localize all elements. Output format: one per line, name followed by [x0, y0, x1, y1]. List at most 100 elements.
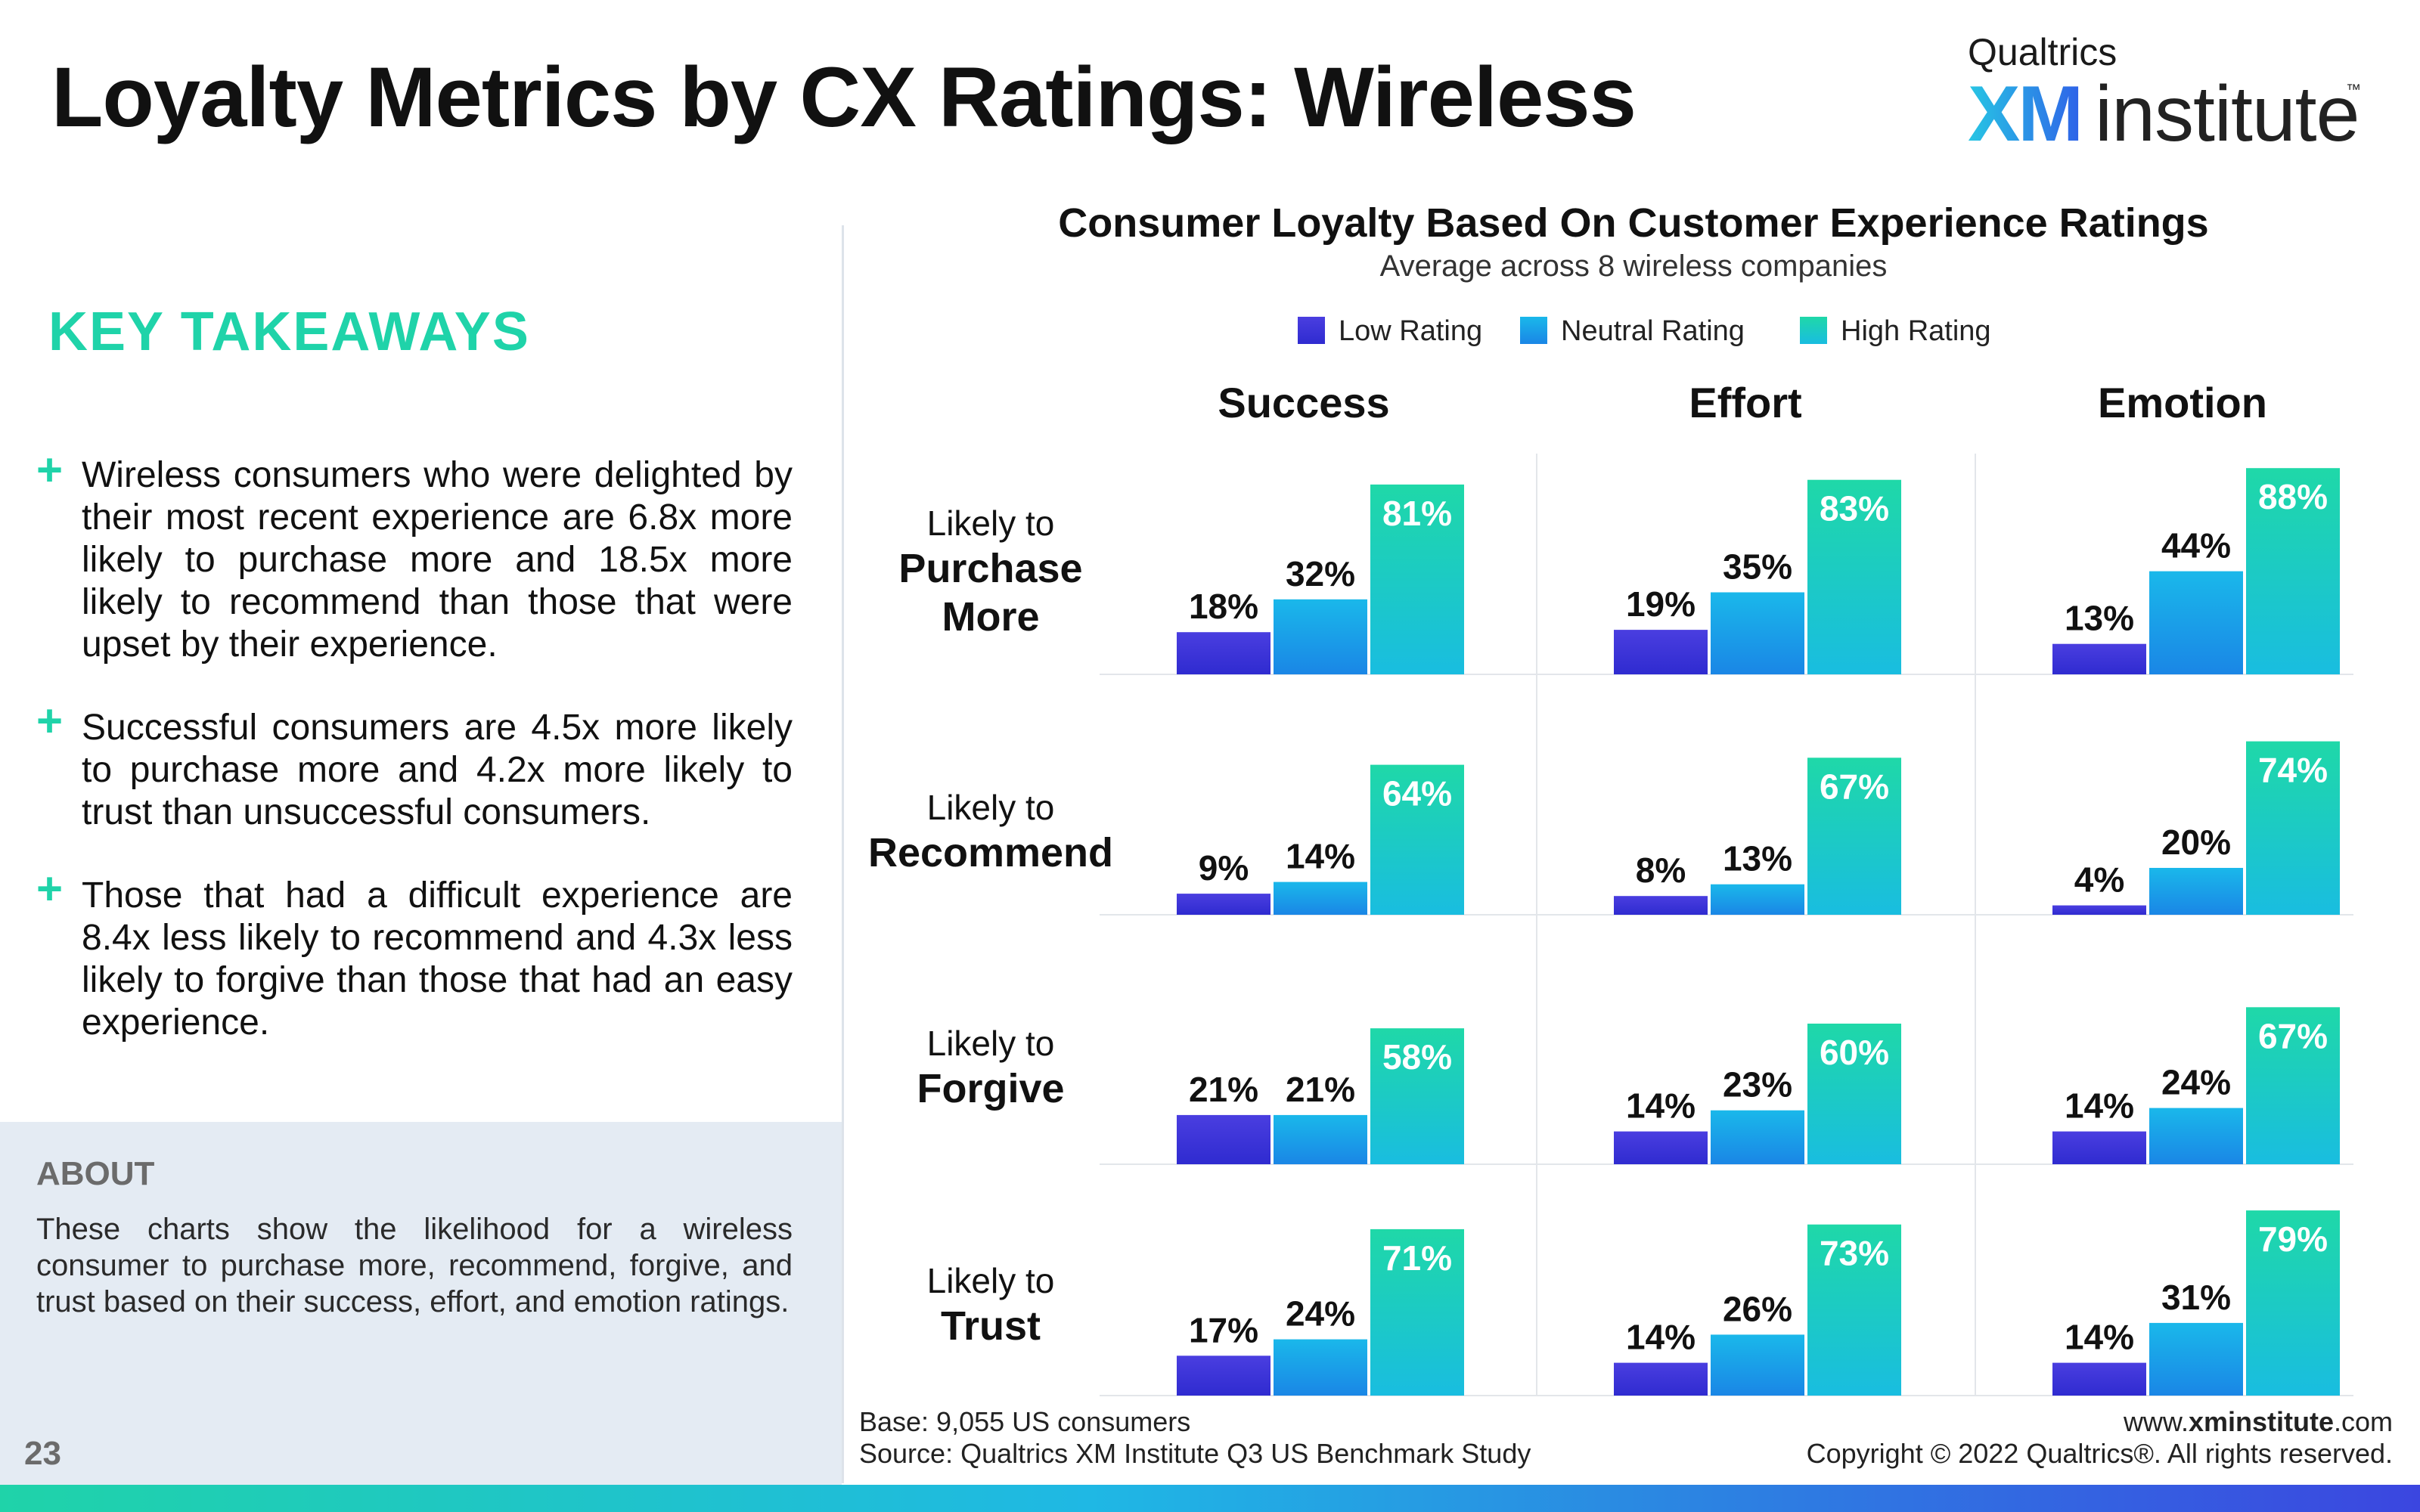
bar-low-rating — [1177, 894, 1270, 915]
bar-value-label: 19% — [1626, 584, 1696, 624]
row-label-main: More — [942, 594, 1040, 640]
url-prefix: www. — [2123, 1406, 2189, 1437]
website-link[interactable]: www.xminstitute.com — [1807, 1406, 2393, 1438]
about-panel — [0, 1122, 842, 1485]
bar-value-label: 14% — [1286, 837, 1355, 876]
bar-value-label: 64% — [1382, 774, 1452, 813]
bar-value-label: 67% — [2258, 1016, 2328, 1055]
bar-value-label: 71% — [1382, 1238, 1452, 1278]
legend-swatch-neutral — [1520, 317, 1547, 344]
bar-low-rating — [2052, 905, 2146, 915]
legend-swatch-high — [1800, 317, 1827, 344]
bar-high-rating — [1370, 764, 1464, 915]
bar-high-rating — [1807, 758, 1901, 915]
page-title: Loyalty Metrics by CX Ratings: Wireless — [51, 50, 1637, 144]
row-label-main: Recommend — [867, 830, 1114, 875]
bar-neutral-rating — [2149, 571, 2243, 674]
legend-label: High Rating — [1841, 315, 1991, 347]
row-label-recommend: Likely to Recommend — [847, 786, 1134, 877]
plus-icon: + — [36, 863, 64, 914]
bar-value-label: 18% — [1189, 587, 1258, 626]
bar-value-label: 14% — [1626, 1086, 1696, 1126]
row-label-prefix: Likely to — [926, 503, 1055, 543]
bar-neutral-rating — [2149, 1108, 2243, 1164]
bar-high-rating — [1370, 1228, 1464, 1396]
footer-copyright-block: www.xminstitute.com Copyright © 2022 Qua… — [1807, 1406, 2393, 1470]
legend-label: Low Rating — [1339, 315, 1483, 347]
bar-value-label: 44% — [2161, 526, 2231, 565]
bar-value-label: 8% — [1636, 850, 1686, 890]
bar-low-rating — [2052, 1362, 2146, 1396]
row-label-main: Forgive — [917, 1066, 1065, 1111]
bar-value-label: 58% — [1382, 1037, 1452, 1077]
row-label-purchase-more: Likely to Purchase More — [847, 502, 1134, 641]
bar-value-label: 17% — [1189, 1310, 1258, 1349]
bar-low-rating — [1614, 630, 1708, 674]
column-heading-effort: Effort — [1689, 379, 1802, 426]
base-note: Base: 9,055 US consumers — [859, 1406, 1191, 1437]
bar-value-label: 14% — [1626, 1318, 1696, 1357]
bar-high-rating — [2246, 1007, 2340, 1164]
row-label-main: Purchase — [898, 546, 1083, 591]
bar-neutral-rating — [1274, 1114, 1367, 1164]
bar-high-rating — [2246, 468, 2340, 674]
bar-neutral-rating — [2149, 868, 2243, 915]
qualtrics-xm-institute-logo: Qualtrics XM institute ™ — [1968, 30, 2361, 158]
bar-value-label: 20% — [2161, 823, 2231, 862]
bar-value-label: 21% — [1286, 1070, 1355, 1109]
bar-low-rating — [1177, 1356, 1270, 1396]
bar-value-label: 32% — [1286, 554, 1355, 593]
bar-low-rating — [2052, 643, 2146, 674]
bar-neutral-rating — [1274, 1339, 1367, 1396]
bar-high-rating — [1370, 1028, 1464, 1164]
bar-low-rating — [1614, 1362, 1708, 1396]
bar-value-label: 14% — [2065, 1318, 2134, 1357]
bar-neutral-rating — [1711, 592, 1804, 674]
bar-high-rating — [2246, 1210, 2340, 1396]
bar-high-rating — [2246, 741, 2340, 915]
bar-value-label: 67% — [1820, 767, 1889, 806]
chart-title: Consumer Loyalty Based On Customer Exper… — [1058, 200, 2209, 246]
logo-institute: institute — [2095, 70, 2360, 158]
bar-value-label: 13% — [2065, 599, 2134, 638]
takeaway-item: Successful consumers are 4.5x more likel… — [82, 708, 793, 832]
bar-value-label: 74% — [2258, 751, 2328, 790]
about-heading: ABOUT — [36, 1155, 155, 1192]
bar-neutral-rating — [1711, 884, 1804, 915]
bar-high-rating — [1370, 484, 1464, 674]
plus-icon: + — [36, 445, 64, 495]
url-bold: xminstitute — [2188, 1406, 2334, 1437]
bar-value-label: 83% — [1820, 489, 1889, 528]
bar-high-rating — [1807, 479, 1901, 674]
bar-value-label: 35% — [1723, 547, 1792, 587]
bar-value-label: 13% — [1723, 839, 1792, 878]
bar-value-label: 21% — [1189, 1070, 1258, 1109]
takeaway-item: Wireless consumers who were delighted by… — [82, 455, 793, 665]
column-divider — [842, 225, 844, 1483]
logo-xm: XM — [1968, 70, 2083, 158]
bar-neutral-rating — [2149, 1322, 2243, 1396]
bar-value-label: 9% — [1199, 848, 1249, 888]
row-label-main: Trust — [940, 1303, 1041, 1349]
bar-value-label: 79% — [2258, 1219, 2328, 1259]
plus-icon: + — [36, 696, 64, 746]
bar-neutral-rating — [1711, 1334, 1804, 1396]
about-text: These charts show the likelihood for a w… — [36, 1213, 793, 1318]
source-note: Source: Qualtrics XM Institute Q3 US Ben… — [859, 1438, 1531, 1469]
page-number: 23 — [24, 1435, 61, 1472]
bar-low-rating — [1614, 896, 1708, 915]
row-label-trust: Likely to Trust — [847, 1259, 1134, 1350]
chart-subtitle: Average across 8 wireless companies — [1379, 249, 1888, 283]
key-takeaways-heading: KEY TAKEAWAYS — [48, 302, 530, 362]
bar-value-label: 81% — [1382, 494, 1452, 533]
bar-neutral-rating — [1274, 599, 1367, 674]
copyright-text: Copyright © 2022 Qualtrics®. All rights … — [1806, 1438, 2393, 1469]
bar-neutral-rating — [1711, 1110, 1804, 1164]
bar-value-label: 60% — [1820, 1033, 1889, 1072]
logo-brand: Qualtrics — [1968, 31, 2118, 73]
bottom-gradient-bar — [0, 1485, 2420, 1512]
bar-low-rating — [1177, 1114, 1270, 1164]
bar-neutral-rating — [1274, 881, 1367, 915]
url-suffix: .com — [2333, 1406, 2393, 1437]
